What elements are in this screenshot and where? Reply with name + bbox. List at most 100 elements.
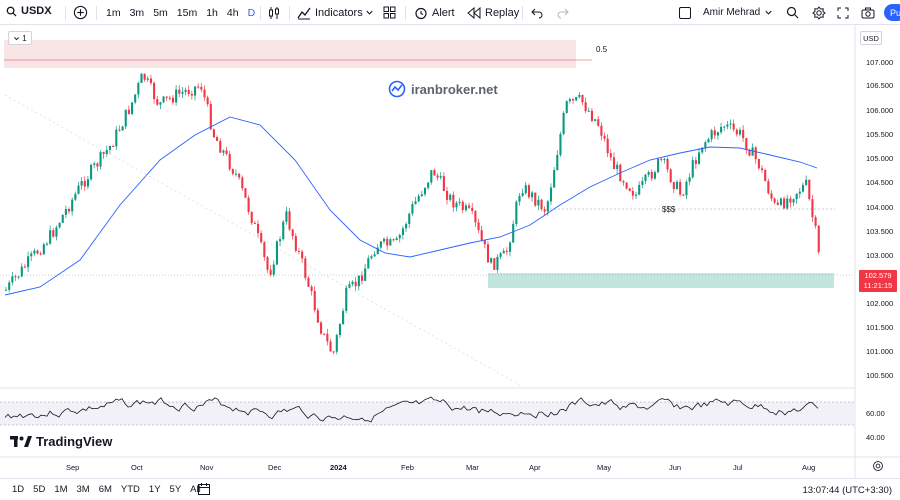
candle-body	[285, 211, 288, 222]
candle-body	[701, 147, 704, 153]
layout-name[interactable]: Amir Mehrad	[703, 7, 761, 18]
replay-button[interactable]: Replay	[467, 0, 519, 25]
quick-search-button[interactable]	[786, 0, 799, 25]
candle-body	[52, 230, 55, 237]
top-toolbar: USDX 1m 3m 5m 15m 1h 4h D Indicators Alert Rep…	[0, 0, 900, 25]
candle-body	[411, 204, 414, 214]
range-6m[interactable]: 6M	[98, 484, 112, 495]
interval-1m[interactable]: 1m	[106, 6, 121, 19]
candle-body	[71, 199, 74, 212]
candle-body	[310, 286, 313, 291]
fullscreen-button[interactable]	[837, 0, 849, 25]
price-tick-label: 103.000	[866, 251, 894, 260]
candle-body	[376, 247, 379, 255]
candle-body	[33, 250, 36, 254]
candle-body	[149, 78, 152, 83]
time-tick-label: Feb	[401, 463, 414, 472]
candle-body	[672, 182, 675, 190]
candle-body	[234, 173, 238, 175]
candle-body	[197, 86, 200, 88]
rsi-line	[4, 396, 819, 423]
chart-canvas[interactable]	[0, 25, 900, 478]
range-5y[interactable]: 5Y	[169, 484, 182, 495]
candle-body	[616, 164, 619, 170]
interval-1h[interactable]: 1h	[206, 6, 218, 19]
interval-15m[interactable]: 15m	[176, 6, 198, 19]
layouts-button[interactable]	[383, 0, 396, 25]
currency-selector[interactable]: USD	[860, 31, 882, 45]
candle-body	[269, 269, 272, 275]
time-tick-label: Dec	[268, 463, 282, 472]
goto-date-button[interactable]	[197, 482, 211, 499]
undo-button[interactable]	[531, 0, 543, 25]
candle-body	[789, 198, 792, 203]
candle-body	[468, 205, 471, 208]
price-tick-label: 100.500	[866, 371, 894, 380]
indicators-templates-button[interactable]	[365, 0, 374, 25]
candle-body	[587, 110, 590, 112]
watermark-text: iranbroker.net	[411, 81, 498, 97]
candle-body	[102, 152, 105, 154]
candle-body	[49, 230, 52, 244]
range-ytd[interactable]: YTD	[120, 484, 140, 495]
candle-body	[663, 158, 666, 160]
candle-body	[398, 235, 401, 239]
candle-body	[502, 250, 505, 254]
candle-body	[477, 222, 480, 231]
candle-body	[786, 198, 789, 209]
tradingview-logo[interactable]: TradingView	[10, 434, 112, 449]
indicators-button[interactable]: Indicators	[297, 0, 363, 25]
timezone-clock[interactable]: 13:07:44 (UTC+3:30)	[802, 485, 892, 496]
plus-circle-icon	[73, 5, 88, 20]
candle-body	[581, 94, 584, 103]
candle-body	[83, 180, 86, 187]
publish-button[interactable]: Pu	[884, 4, 900, 21]
interval-5m[interactable]: 5m	[153, 6, 168, 19]
redo-button[interactable]	[557, 0, 569, 25]
range-1d[interactable]: 1D	[12, 484, 25, 495]
candle-body	[291, 229, 294, 237]
snapshot-button[interactable]	[861, 0, 875, 25]
price-tick-label: 106.000	[866, 106, 894, 115]
candle-body	[483, 240, 486, 245]
candle-body	[710, 130, 713, 140]
candle-body	[600, 125, 603, 136]
time-tick-label: May	[597, 463, 612, 472]
candle-body	[814, 217, 817, 226]
candle-body	[320, 322, 323, 334]
candle-body	[153, 82, 156, 100]
range-1m[interactable]: 1M	[54, 484, 68, 495]
candle-body	[537, 199, 540, 206]
interval-4h[interactable]: 4h	[226, 6, 239, 19]
range-1y[interactable]: 1Y	[148, 484, 161, 495]
axis-settings-button[interactable]	[872, 460, 884, 475]
candle-body	[556, 154, 559, 171]
bottom-toolbar: 1D 5D 1M 3M 6M YTD 1Y 5Y All 13:07:44 (UTC+3:30)	[0, 478, 900, 500]
candle-body	[562, 112, 565, 134]
compare-symbol-button[interactable]	[73, 0, 88, 25]
candle-body	[505, 250, 508, 252]
range-3m[interactable]: 3M	[76, 484, 90, 495]
settings-button[interactable]	[812, 0, 826, 25]
interval-D[interactable]: D	[247, 6, 256, 19]
symbol-search[interactable]: USDX	[6, 5, 52, 17]
candle-body	[127, 109, 130, 114]
chevron-down-icon	[765, 10, 772, 15]
chart-type-button[interactable]	[267, 0, 281, 25]
indicator-legend-toggle[interactable]: 1	[8, 31, 32, 45]
range-all[interactable]: All	[190, 484, 201, 495]
candle-body	[707, 139, 710, 143]
candle-body	[58, 222, 61, 228]
candle-body	[553, 170, 556, 188]
candle-body	[698, 152, 701, 164]
supply-zone	[4, 40, 576, 68]
layout-checkbox[interactable]	[679, 0, 691, 25]
candle-body	[458, 201, 461, 203]
interval-3m[interactable]: 3m	[129, 6, 145, 19]
candle-body	[134, 94, 137, 103]
candle-body	[115, 129, 118, 147]
range-5d[interactable]: 5D	[33, 484, 46, 495]
layout-menu-button[interactable]	[764, 0, 773, 25]
candle-body	[657, 158, 660, 173]
alert-button[interactable]: Alert	[414, 0, 455, 25]
